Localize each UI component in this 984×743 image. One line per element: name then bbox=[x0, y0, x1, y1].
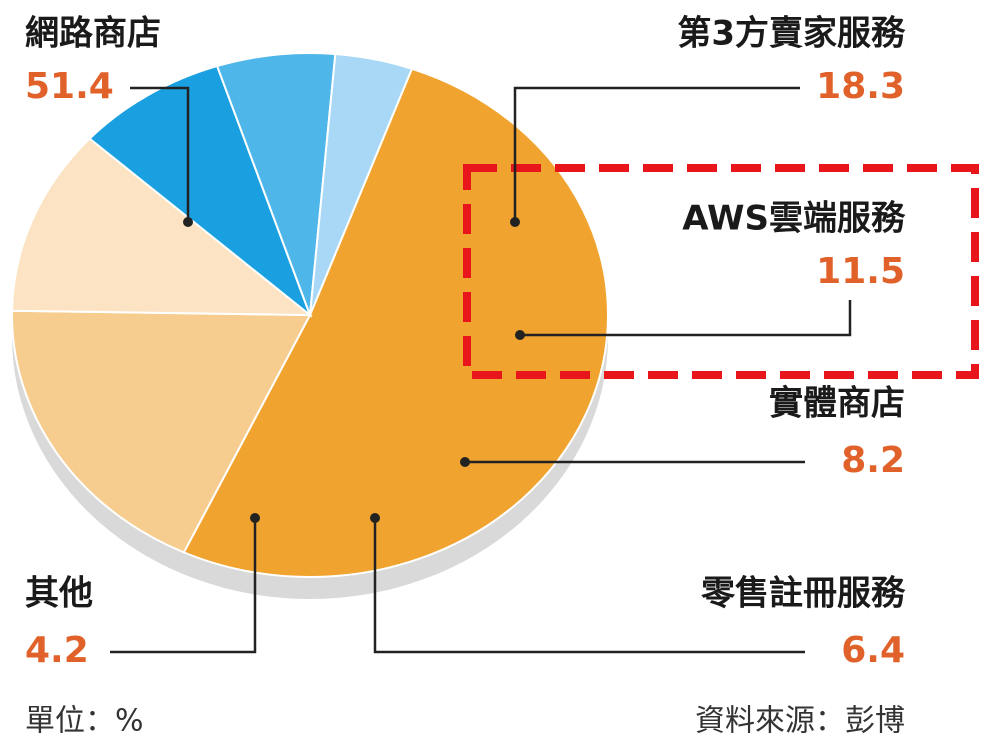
pie-slice bbox=[11, 309, 312, 554]
leader-line bbox=[513, 86, 800, 222]
leader-dot bbox=[515, 330, 525, 340]
pie-slice bbox=[215, 52, 337, 316]
slice-value: 8.2 bbox=[841, 440, 905, 481]
source: 資料來源：彭博 bbox=[695, 704, 905, 739]
leader-line bbox=[520, 300, 852, 337]
pie-slice bbox=[182, 67, 609, 578]
slice-value: 51.4 bbox=[25, 66, 114, 107]
leader-line bbox=[110, 518, 257, 654]
slice-value: 6.4 bbox=[841, 630, 905, 671]
slice-value: 18.3 bbox=[816, 66, 905, 107]
leader-dot bbox=[510, 217, 520, 227]
leader-dot bbox=[460, 457, 470, 467]
unit-note: 單位：% bbox=[25, 704, 144, 739]
slice-value: 4.2 bbox=[25, 630, 89, 671]
leader-line bbox=[373, 518, 805, 654]
slice-name: 實體商店 bbox=[769, 384, 905, 424]
leader-dot bbox=[370, 513, 380, 523]
slice-name: 網路商店 bbox=[25, 14, 161, 54]
leader-dot bbox=[183, 217, 193, 227]
slice-name: AWS雲端服務 bbox=[682, 199, 906, 239]
leader-line bbox=[130, 86, 190, 222]
pie bbox=[11, 52, 609, 599]
slice-name: 零售註冊服務 bbox=[701, 574, 906, 614]
pie-slice bbox=[309, 52, 414, 316]
pie-slice bbox=[88, 64, 313, 319]
slice-value: 11.5 bbox=[816, 251, 905, 292]
slice-name: 其他 bbox=[25, 574, 93, 614]
leader-dot bbox=[250, 513, 260, 523]
highlight-box bbox=[463, 164, 979, 379]
slice-name: 第3方賣家服務 bbox=[677, 14, 906, 54]
pie-slice bbox=[11, 137, 313, 317]
